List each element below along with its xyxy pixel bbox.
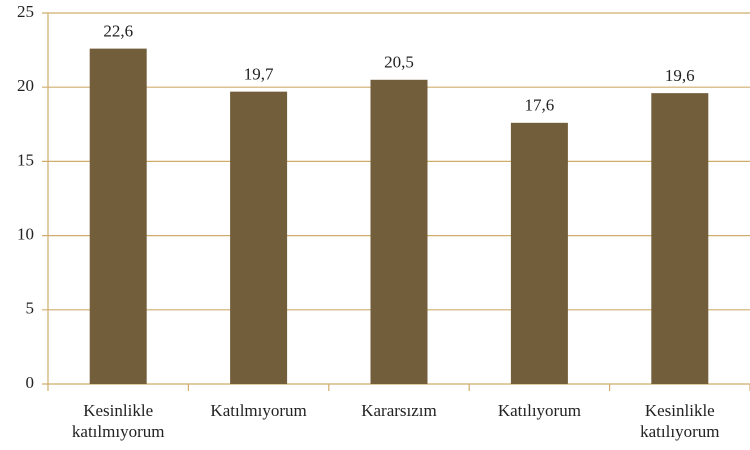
bar	[370, 79, 428, 384]
y-tick-label: 10	[17, 225, 34, 244]
bar	[510, 122, 568, 384]
x-tick-label: Kesinlikle katılmıyorum	[71, 401, 165, 441]
value-label: 19,6	[665, 66, 695, 85]
x-tick-label: Katılmıyorum	[210, 401, 307, 420]
x-tick-label: Kararsızım	[361, 401, 437, 420]
bar	[89, 48, 147, 385]
bar	[651, 93, 709, 385]
bar	[230, 91, 288, 384]
y-tick-label: 0	[26, 373, 35, 392]
y-tick-label: 5	[26, 299, 35, 318]
value-label: 20,5	[384, 53, 414, 72]
x-tick-label: Katılıyorum	[497, 401, 581, 420]
value-label: 17,6	[525, 96, 555, 115]
y-tick-label: 15	[17, 150, 34, 169]
value-label: 22,6	[103, 22, 133, 41]
y-tick-label: 25	[17, 2, 34, 21]
x-tick-label: Kesinlikle katılıyorum	[640, 401, 720, 441]
value-label: 19,7	[244, 65, 274, 84]
y-tick-label: 20	[17, 76, 34, 95]
